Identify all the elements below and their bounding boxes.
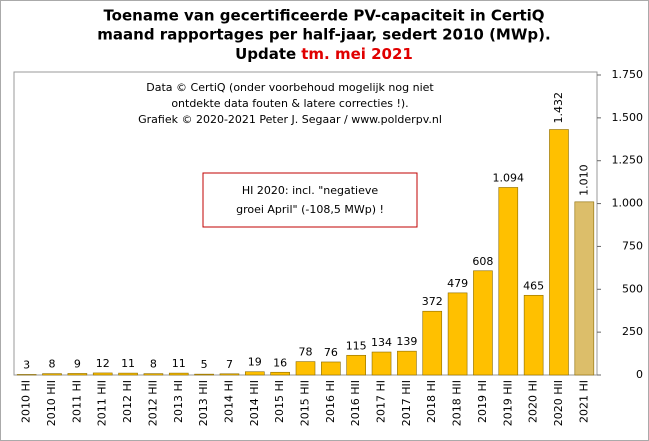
value-label: 372	[422, 295, 443, 308]
x-tick-label: 2010 HI	[20, 380, 33, 423]
annotation-box	[202, 172, 418, 228]
title-update: Update	[235, 45, 296, 63]
bar	[498, 187, 519, 376]
x-tick-label: 2017 HII	[400, 380, 413, 426]
x-tick-label: 2019 HII	[501, 380, 514, 426]
bar	[67, 373, 88, 376]
value-label: 3	[23, 358, 30, 371]
x-tick-label: 2018 HI	[425, 380, 438, 423]
bar	[168, 372, 189, 376]
x-tick-label: 2018 HII	[451, 380, 464, 426]
source-note: Data © CertiQ (onder voorbehoud mogelijk…	[146, 81, 434, 94]
bar	[16, 374, 37, 376]
x-tick-label: 2019 HI	[476, 380, 489, 423]
bar	[447, 292, 468, 376]
bar	[92, 372, 113, 376]
x-tick-label: 2014 HII	[248, 380, 261, 426]
chart-title: Update tm. mei 2021	[235, 45, 413, 63]
y-tick-label: 1.500	[612, 111, 644, 124]
bar	[42, 373, 62, 376]
bar	[321, 361, 341, 376]
value-label: 134	[371, 336, 392, 349]
value-label: 11	[172, 357, 186, 370]
value-label: 78	[299, 346, 313, 359]
value-label: 115	[346, 339, 367, 352]
value-label: 1.010	[577, 164, 590, 196]
x-tick-label: 2021 HI	[577, 380, 590, 423]
value-label: 19	[248, 356, 262, 369]
x-tick-label: 2010 HII	[45, 380, 58, 426]
x-tick-label: 2012 HII	[146, 380, 159, 426]
bar	[118, 372, 138, 376]
bar	[219, 373, 240, 376]
x-tick-label: 2016 HI	[324, 380, 337, 423]
bar	[143, 373, 164, 376]
y-tick-label: 750	[622, 239, 643, 252]
value-label: 8	[49, 358, 56, 371]
bar	[473, 270, 493, 376]
y-tick-label: 1.250	[612, 154, 644, 167]
y-tick-label: 1.000	[612, 197, 644, 210]
x-tick-label: 2011 HI	[70, 380, 83, 423]
bar	[295, 361, 316, 376]
value-label: 8	[150, 358, 157, 371]
annotation: HI 2020: incl. "negatieve	[242, 184, 379, 197]
y-tick-label: 500	[622, 282, 643, 295]
bar	[574, 201, 595, 376]
bar	[523, 294, 544, 376]
x-tick-label: 2020 HI	[527, 380, 540, 423]
source-note: ontdekte data fouten & latere correcties…	[171, 97, 408, 110]
bar	[371, 351, 392, 376]
value-label: 5	[201, 358, 208, 371]
value-label: 139	[396, 335, 417, 348]
x-tick-label: 2017 HI	[375, 380, 388, 423]
x-tick-label: 2013 HI	[172, 380, 185, 423]
x-tick-label: 2020 HII	[552, 380, 565, 426]
y-tick-label: 250	[622, 325, 643, 338]
value-label: 12	[96, 357, 110, 370]
x-tick-label: 2013 HII	[197, 380, 210, 426]
bar	[346, 354, 366, 376]
y-tick-label: 1.750	[612, 68, 644, 81]
bar	[549, 129, 569, 376]
value-label: 479	[447, 277, 468, 290]
x-tick-label: 2011 HII	[96, 380, 109, 426]
x-tick-label: 2012 HI	[121, 380, 134, 423]
value-label: 11	[121, 357, 135, 370]
value-label: 1.094	[493, 171, 525, 184]
source-note: Grafiek © 2020-2021 Peter J. Segaar / ww…	[138, 113, 442, 126]
x-tick-label: 2015 HII	[299, 380, 312, 426]
annotation: groei April" (-108,5 MWp) !	[236, 203, 384, 216]
bar	[422, 310, 443, 376]
chart-title: maand rapportages per half-jaar, sedert …	[97, 26, 550, 44]
value-label: 608	[472, 255, 493, 268]
x-tick-label: 2016 HII	[349, 380, 362, 426]
value-label: 7	[226, 358, 233, 371]
chart-title: Toename van gecertificeerde PV-capacitei…	[103, 7, 544, 25]
value-label: 9	[74, 357, 81, 370]
bar	[397, 350, 417, 376]
value-label: 76	[324, 346, 338, 359]
value-label: 1.432	[552, 92, 565, 124]
bar	[245, 371, 265, 376]
bar	[194, 373, 214, 376]
x-tick-label: 2014 HI	[222, 380, 235, 423]
bar	[270, 371, 290, 376]
x-tick-label: 2015 HI	[273, 380, 286, 423]
value-label: 16	[273, 356, 287, 369]
y-tick-label: 0	[636, 368, 643, 381]
title-update-date: tm. mei 2021	[301, 45, 413, 63]
value-label: 465	[523, 279, 544, 292]
